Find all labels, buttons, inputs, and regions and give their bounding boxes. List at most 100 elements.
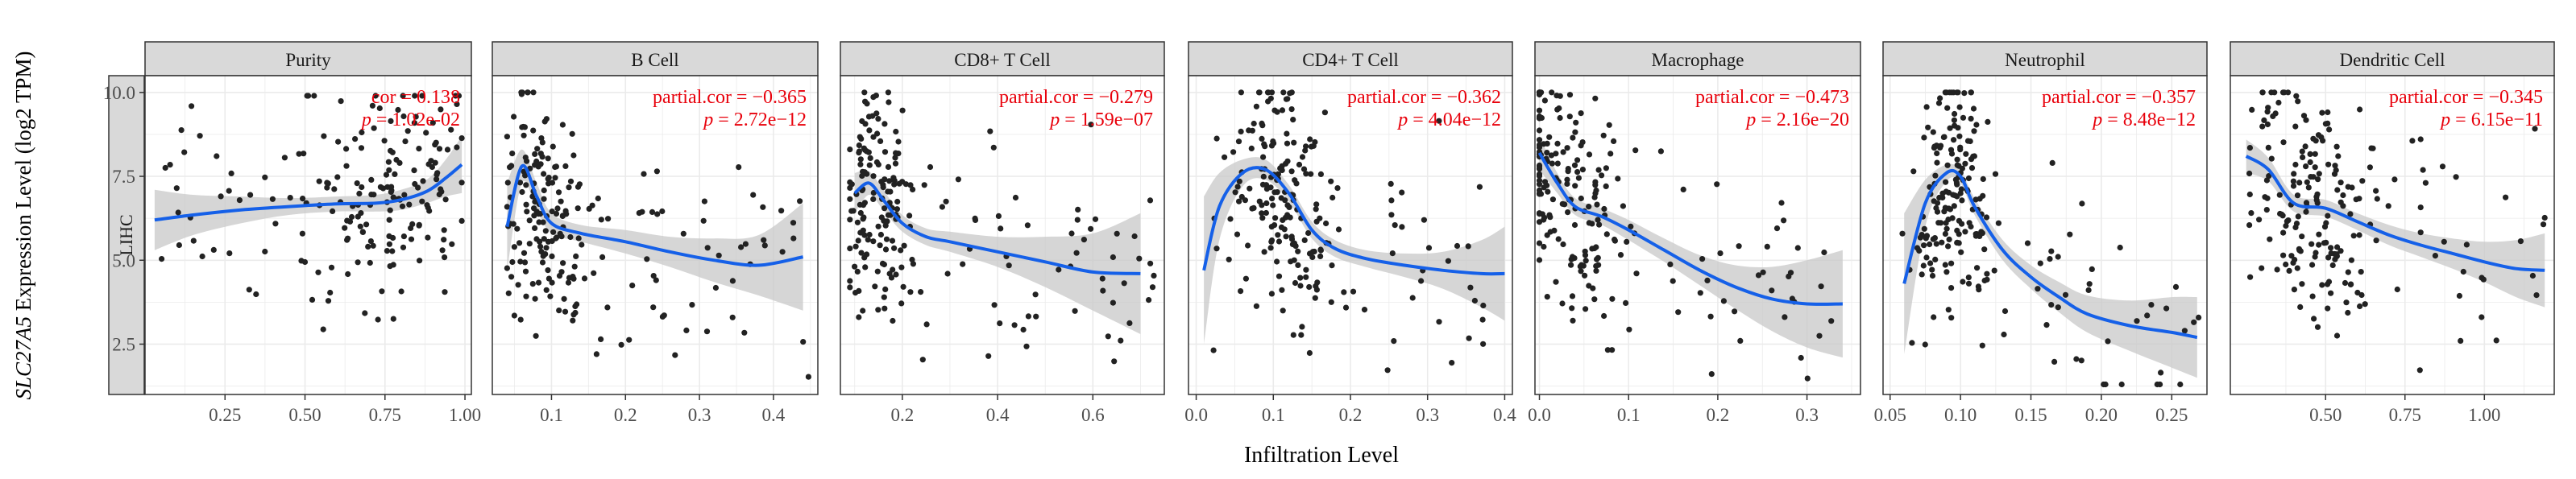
scatter-point <box>533 332 539 339</box>
scatter-point <box>847 147 853 153</box>
scatter-point <box>400 233 407 240</box>
scatter-point <box>162 164 168 171</box>
scatter-point <box>1579 139 1586 146</box>
scatter-point <box>1983 214 1990 221</box>
scatter-point <box>1151 272 1157 279</box>
scatter-point <box>545 180 552 187</box>
scatter-point <box>1541 97 1548 104</box>
scatter-point <box>1603 183 1609 189</box>
scatter-point <box>2328 245 2334 251</box>
scatter-point <box>331 186 338 192</box>
scatter-point <box>376 105 383 112</box>
scatter-point <box>1300 166 1308 172</box>
scatter-point <box>641 171 647 177</box>
scatter-point <box>672 352 678 358</box>
scatter-point <box>236 197 243 204</box>
scatter-point <box>1111 358 1118 365</box>
scatter-point <box>1916 247 1923 254</box>
scatter-point <box>570 152 577 159</box>
scatter-point <box>1264 89 1271 96</box>
scatter-point <box>899 107 906 114</box>
scatter-point <box>2001 308 2009 315</box>
scatter-point <box>991 302 998 308</box>
x-tick-label: 0.3 <box>1416 405 1439 425</box>
panel-border <box>144 75 472 395</box>
y-tick-label: 7.5 <box>112 167 135 187</box>
scatter-point <box>1575 175 1582 181</box>
scatter-point <box>1560 241 1566 248</box>
scatter-point <box>1973 231 1980 237</box>
scatter-point <box>1253 303 1259 309</box>
scatter-point <box>2373 237 2379 244</box>
scatter-point <box>2313 138 2319 144</box>
scatter-point <box>1280 89 1287 96</box>
scatter-point <box>246 287 252 293</box>
scatter-point <box>539 259 546 266</box>
p-symbol: p <box>702 109 713 130</box>
scatter-point <box>1944 105 1951 111</box>
scatter-point <box>2280 229 2287 236</box>
scatter-point <box>893 128 899 135</box>
scatter-point <box>526 217 533 224</box>
scatter-point <box>1931 314 1937 320</box>
scatter-point <box>420 178 426 184</box>
scatter-point <box>432 142 438 148</box>
scatter-point <box>1301 237 1308 243</box>
scatter-point <box>1263 200 1270 207</box>
scatter-point <box>520 123 527 130</box>
p-symbol: p <box>1396 109 1408 130</box>
scatter-point <box>847 217 853 223</box>
panel-strip <box>1188 41 1513 76</box>
scatter-point <box>1465 243 1471 250</box>
scatter-point <box>556 308 562 314</box>
p-symbol: p <box>1744 109 1756 130</box>
scatter-point <box>1323 220 1329 227</box>
x-tick-label: 0.15 <box>2014 405 2047 425</box>
scatter-point <box>2309 293 2316 299</box>
scatter-point <box>1564 180 1570 187</box>
scatter-point <box>514 225 521 232</box>
scatter-point <box>542 251 549 258</box>
scatter-point <box>877 231 884 238</box>
scatter-point <box>1271 222 1278 229</box>
scatter-point <box>1956 231 1962 237</box>
scatter-point <box>778 208 785 214</box>
scatter-point <box>943 198 949 204</box>
scatter-point <box>2296 180 2303 186</box>
scatter-point <box>392 171 398 177</box>
scatter-point <box>2316 231 2322 237</box>
scatter-point <box>2332 256 2338 262</box>
scatter-point <box>504 134 511 140</box>
scatter-point <box>1279 107 1286 114</box>
scatter-point <box>1985 118 1991 125</box>
x-tick-label: 0.3 <box>1795 405 1819 425</box>
scatter-point <box>1955 89 1961 96</box>
scatter-point <box>852 243 859 250</box>
scatter-point <box>167 162 173 168</box>
scatter-point <box>1593 267 1599 274</box>
scatter-point <box>2314 324 2321 330</box>
scatter-point <box>2331 171 2338 177</box>
scatter-point <box>2280 252 2287 258</box>
scatter-point <box>870 173 877 180</box>
scatter-point <box>567 178 575 184</box>
scatter-point <box>550 229 557 235</box>
scatter-point <box>997 320 1003 327</box>
scatter-point <box>1466 335 1472 341</box>
scatter-point <box>881 205 888 212</box>
scatter-point <box>2479 314 2485 320</box>
scatter-point <box>1973 122 1980 128</box>
scatter-point <box>2374 196 2380 202</box>
scatter-point <box>704 245 711 251</box>
x-axis: 0.0 0.1 0.2 0.3 0.4 <box>1184 394 1516 425</box>
scatter-point <box>1288 168 1295 175</box>
scatter-point <box>2296 247 2303 254</box>
scatter-point <box>325 298 332 304</box>
scatter-point <box>426 208 433 214</box>
scatter-point <box>2356 232 2362 238</box>
x-tick-label: 0.25 <box>209 405 241 425</box>
scatter-point <box>878 214 885 221</box>
scatter-point <box>742 241 749 247</box>
x-tick-label: 0.2 <box>1339 405 1363 425</box>
